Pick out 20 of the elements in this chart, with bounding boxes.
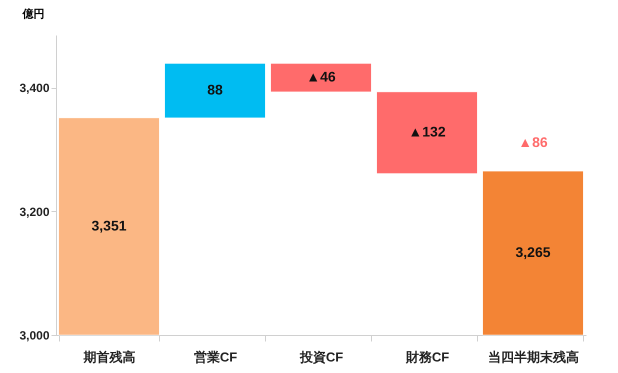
data-label: ▲132 bbox=[408, 124, 446, 140]
bar bbox=[164, 63, 266, 118]
bar bbox=[270, 63, 372, 92]
data-label: ▲46 bbox=[306, 68, 336, 85]
y-axis-title: 億円 bbox=[22, 8, 44, 20]
y-tick-label: 3,400 bbox=[19, 81, 50, 96]
y-tick-label: 3,200 bbox=[19, 204, 50, 219]
bar bbox=[482, 170, 584, 336]
annotation: ▲86 bbox=[518, 134, 548, 150]
x-tick-label: 投資CF bbox=[298, 350, 344, 364]
data-label: 88 bbox=[207, 82, 223, 98]
x-tick-label: 財務CF bbox=[404, 350, 450, 364]
x-tick-label: 当四半期末残高 bbox=[488, 350, 579, 364]
bar bbox=[376, 92, 478, 174]
data-label: 3,351 bbox=[91, 217, 127, 234]
data-label: 3,265 bbox=[515, 244, 551, 260]
x-tick-label: 期首残高 bbox=[82, 350, 136, 364]
y-tick-label: 3,000 bbox=[19, 328, 50, 342]
x-tick-label: 営業CF bbox=[194, 350, 238, 364]
bar bbox=[58, 118, 160, 336]
